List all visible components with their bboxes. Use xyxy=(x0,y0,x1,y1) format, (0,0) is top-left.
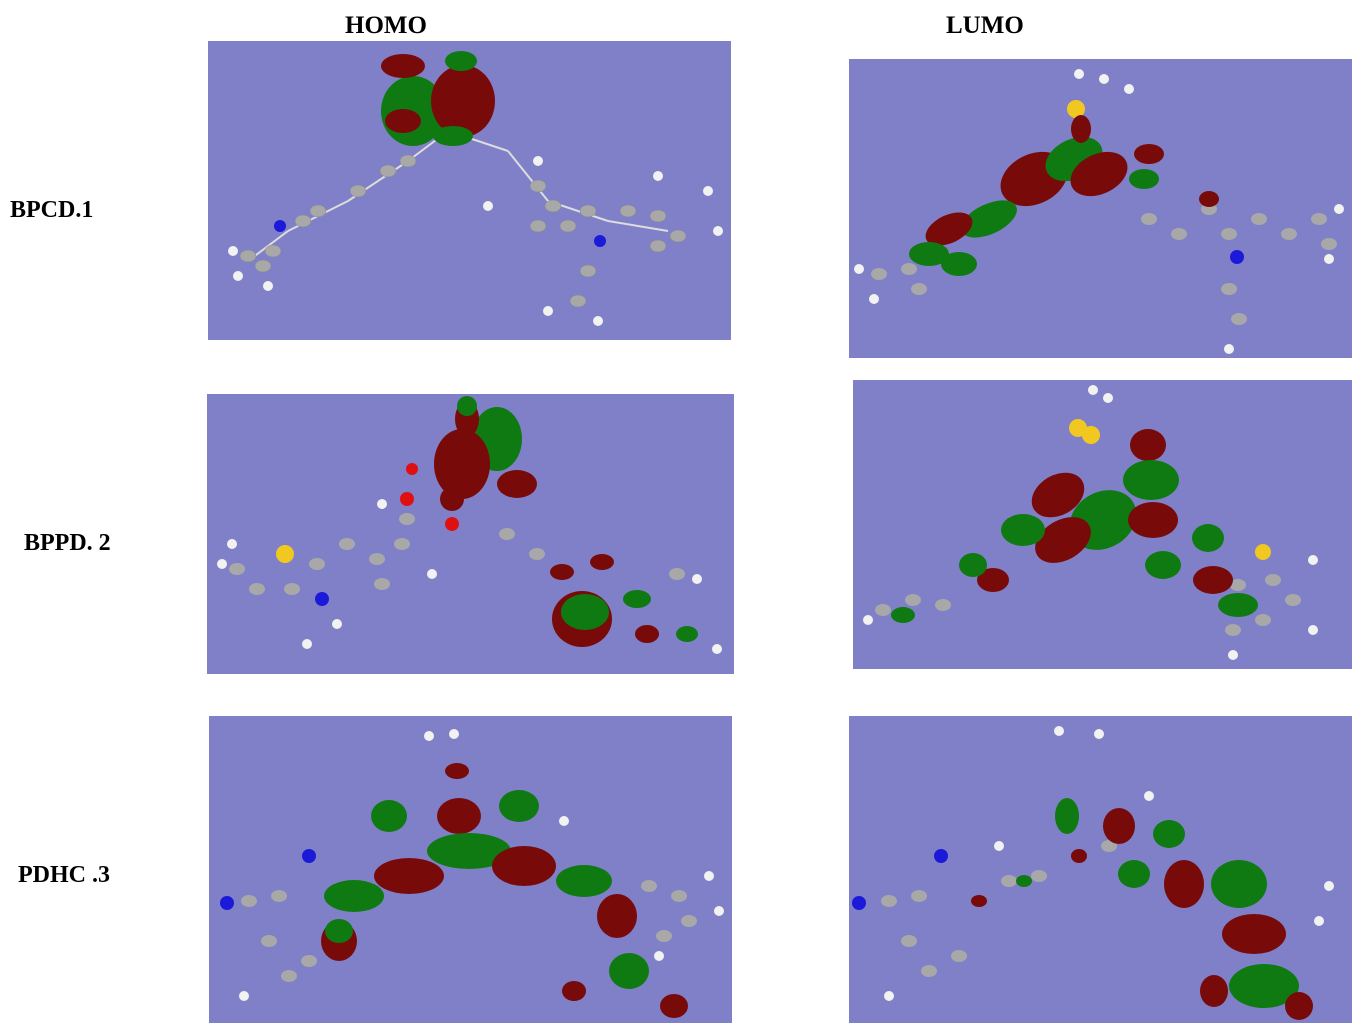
orbital-lobes xyxy=(891,429,1258,623)
lumo-panel-3 xyxy=(849,716,1352,1023)
homo-orbital-1 xyxy=(228,51,723,326)
sulfur-atom xyxy=(1255,544,1271,560)
molecule-skeleton xyxy=(229,513,685,595)
lumo-orbital-3 xyxy=(852,726,1334,1020)
nitrogen-atom xyxy=(220,896,234,910)
sulfur-atom xyxy=(1067,100,1085,118)
molecule-skeleton xyxy=(239,130,687,308)
header-homo: HOMO xyxy=(345,12,427,39)
row-label-3: PDHC .3 xyxy=(18,862,110,888)
homo-panel-2 xyxy=(207,394,734,674)
hydrogen-atoms xyxy=(217,499,722,654)
homo-orbital-3 xyxy=(220,729,724,1018)
row-label-1: BPCD.1 xyxy=(10,197,94,223)
row-label-2: BPPD. 2 xyxy=(24,530,111,556)
molecule-skeleton xyxy=(241,880,697,982)
nitrogen-atom xyxy=(852,896,866,910)
homo-orbital-2 xyxy=(217,396,722,654)
nitrogen-atom xyxy=(1230,250,1244,264)
sulfur-atom xyxy=(276,545,294,563)
hydrogen-atoms xyxy=(854,69,1344,354)
orbital-lobes xyxy=(381,51,495,146)
lumo-panel-1 xyxy=(849,59,1352,358)
nitrogen-atom xyxy=(274,220,286,232)
header-lumo: LUMO xyxy=(946,12,1024,39)
molecule-skeleton xyxy=(881,840,1117,977)
sulfur-atom xyxy=(1082,426,1100,444)
orbital-lobes xyxy=(321,763,688,1018)
orbital-lobes xyxy=(971,798,1313,1020)
oxygen-atoms xyxy=(400,463,459,531)
lumo-panel-2 xyxy=(853,380,1352,669)
nitrogen-atom xyxy=(594,235,606,247)
lumo-orbital-1 xyxy=(854,69,1344,354)
hydrogen-atoms xyxy=(228,156,723,326)
nitrogen-atom xyxy=(934,849,948,863)
hydrogen-atoms xyxy=(863,385,1318,660)
nitrogen-atom xyxy=(315,592,329,606)
hydrogen-atoms xyxy=(884,726,1334,1001)
homo-panel-3 xyxy=(209,716,732,1023)
homo-panel-1 xyxy=(208,41,731,340)
orbital-lobes xyxy=(434,396,698,647)
lumo-orbital-2 xyxy=(863,385,1318,660)
orbital-lobes xyxy=(909,115,1219,276)
nitrogen-atom xyxy=(302,849,316,863)
